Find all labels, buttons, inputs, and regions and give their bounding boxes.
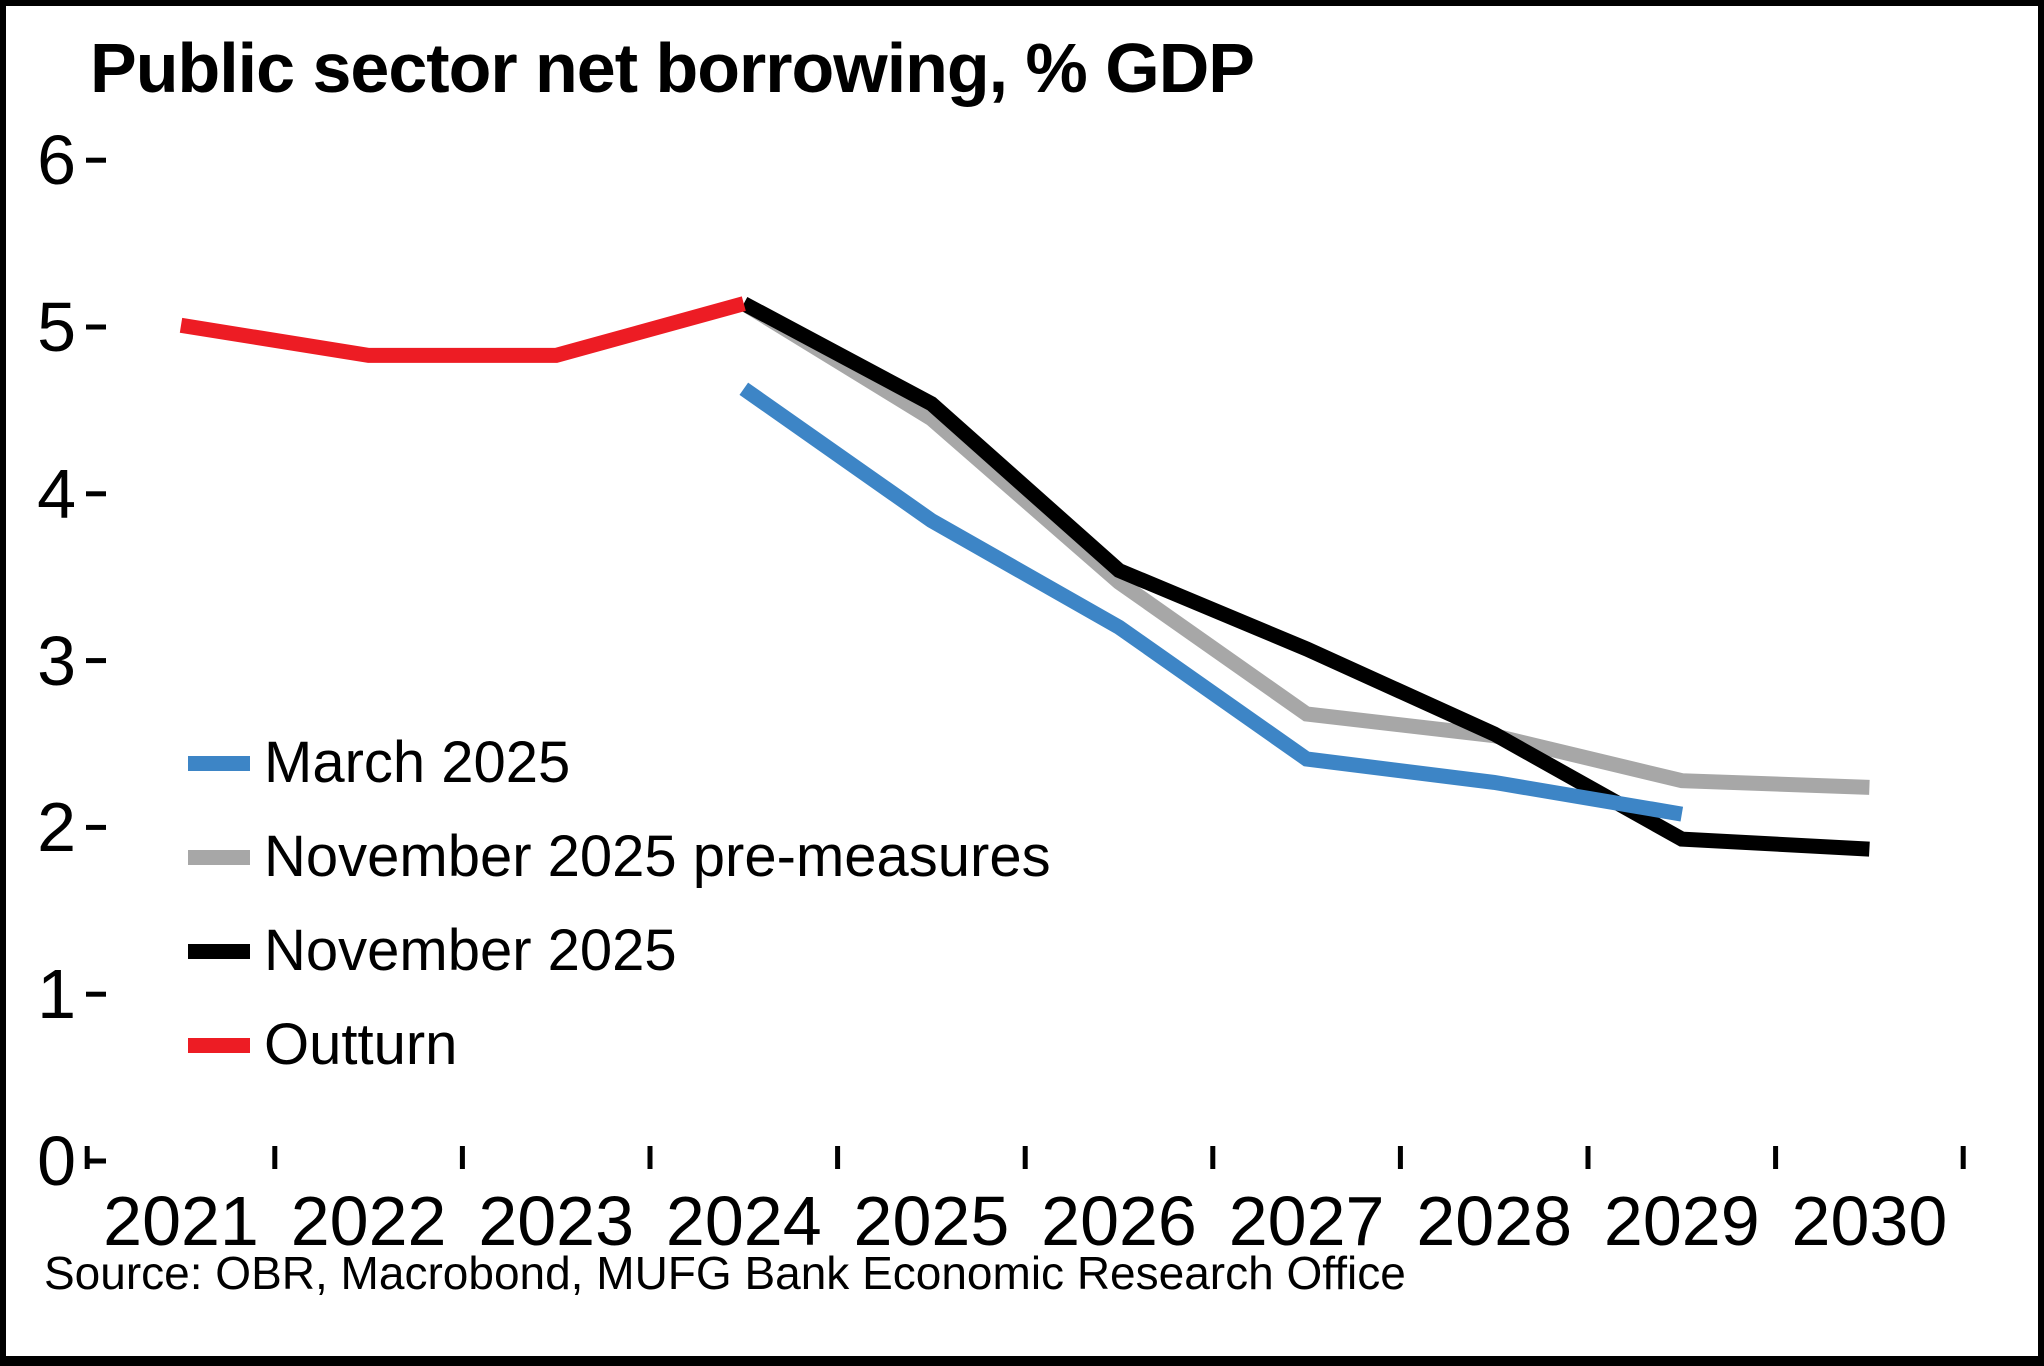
x-tick-label-year: 2028 [1416, 1182, 1573, 1260]
legend-item-outturn: Outturn [188, 1016, 457, 1074]
x-tick-label-year: 2023 [478, 1182, 635, 1260]
y-axis-tick [86, 324, 106, 330]
series-line-march-2025 [739, 382, 1684, 822]
legend-item-march-2025: March 2025 [188, 734, 570, 792]
y-tick-label: 0 [37, 1122, 76, 1200]
x-tick-label-year: 2022 [290, 1182, 447, 1260]
legend-swatch [188, 755, 250, 771]
x-axis-tick [1773, 1146, 1779, 1169]
x-tick-label-year: 2027 [1228, 1182, 1385, 1260]
line-chart-canvas [84, 157, 1966, 1169]
source-note: Source: OBR, Macrobond, MUFG Bank Econom… [44, 1247, 1406, 1299]
x-axis-tick [459, 1146, 465, 1169]
y-axis-tick [86, 658, 106, 664]
legend-swatch [188, 849, 250, 865]
x-tick-label-year: 2024 [665, 1182, 822, 1260]
legend-swatch [188, 1037, 250, 1053]
legend-label: Outturn [264, 1012, 458, 1077]
x-axis-tick [1022, 1146, 1028, 1169]
y-axis-tick [86, 491, 106, 497]
legend-item-november-2025: November 2025 [188, 922, 677, 980]
series-line-november-2025-pre-measures [739, 297, 1870, 795]
y-tick-label: 6 [37, 121, 76, 200]
legend-label: November 2025 [264, 918, 677, 983]
x-axis-tick [647, 1146, 653, 1169]
x-tick-label-year: 2030 [1791, 1182, 1948, 1260]
y-axis-tick [86, 824, 106, 830]
x-axis-tick [835, 1146, 841, 1169]
series-line-outturn [179, 296, 746, 363]
x-axis-tick [84, 1146, 90, 1169]
y-axis-tick [86, 157, 106, 163]
x-axis-tick [1585, 1146, 1591, 1169]
y-tick-label: 1 [37, 955, 76, 1034]
legend-item-november-2025-pre-measures: November 2025 pre-measures [188, 828, 1051, 886]
y-tick-label: 3 [37, 621, 76, 700]
x-axis-tick [1960, 1146, 1966, 1169]
legend-swatch [188, 943, 250, 959]
y-tick-label: 4 [37, 454, 76, 533]
legend-label: November 2025 pre-measures [264, 824, 1051, 889]
y-tick-label: 5 [37, 288, 76, 366]
x-axis-tick [1210, 1146, 1216, 1169]
y-tick-label: 2 [37, 788, 76, 867]
y-axis-tick [86, 1158, 106, 1164]
x-axis-tick [1397, 1146, 1403, 1169]
y-axis-tick [86, 991, 106, 997]
series-line-november-2025 [740, 296, 1870, 857]
x-tick-label-year: 2021 [103, 1182, 259, 1260]
chart-title: Public sector net borrowing, % GDP [90, 29, 1255, 107]
x-tick-label-year: 2029 [1603, 1182, 1760, 1260]
legend-label: March 2025 [264, 730, 571, 795]
x-tick-label-year: 2025 [853, 1182, 1010, 1260]
x-tick-label-year: 2026 [1041, 1182, 1197, 1260]
x-axis-tick [272, 1146, 278, 1169]
